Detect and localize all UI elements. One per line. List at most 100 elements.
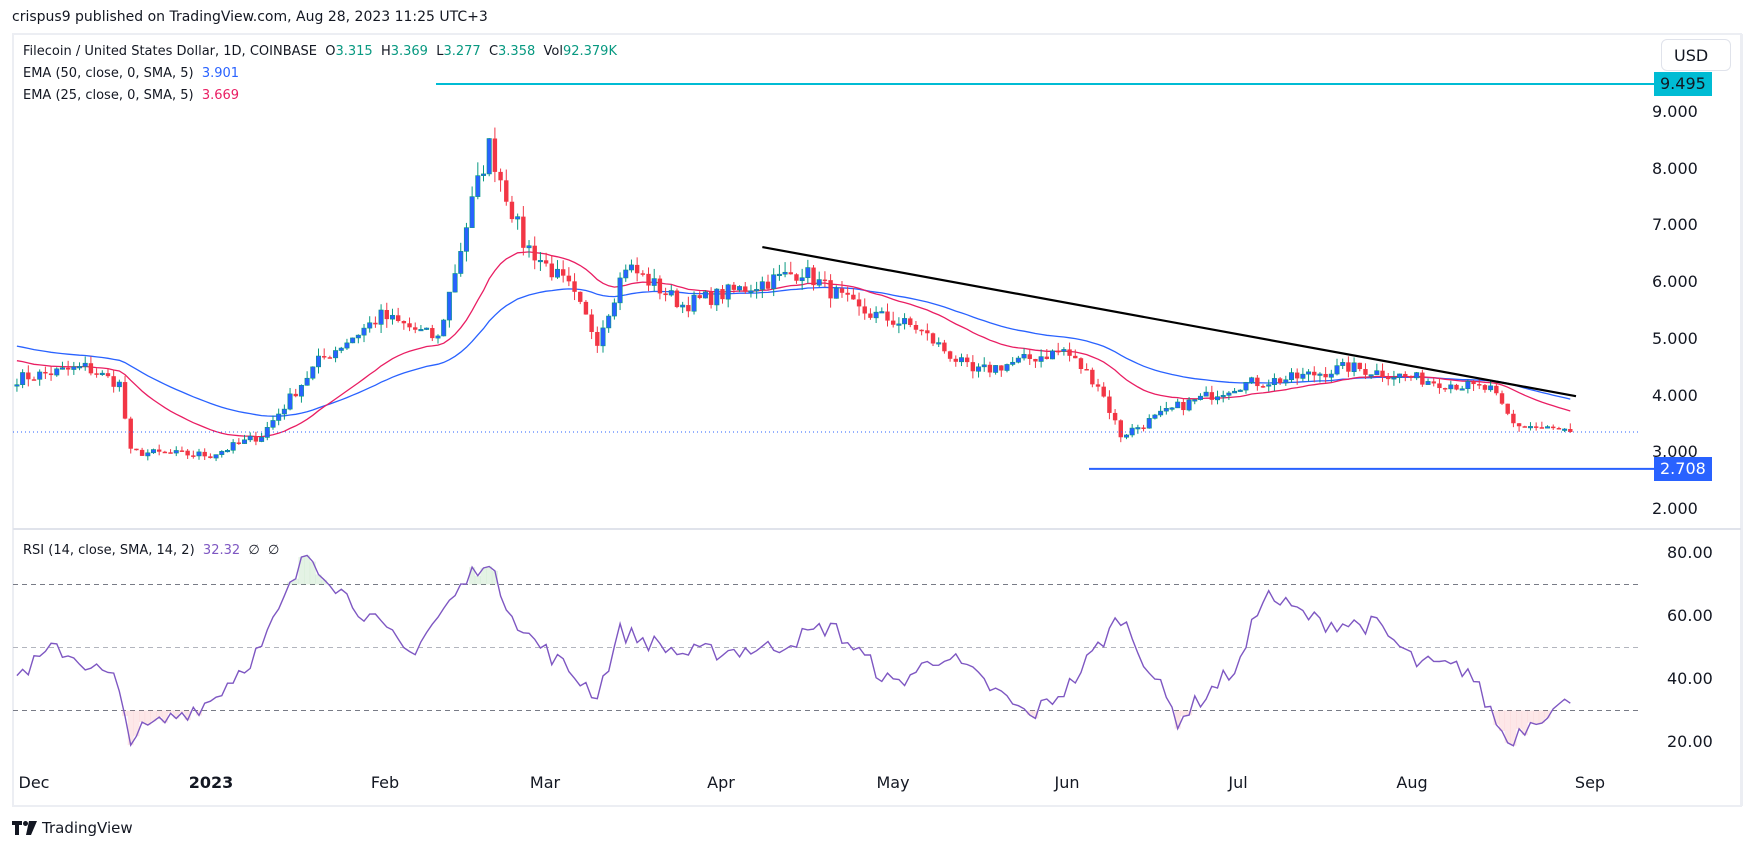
candle — [981, 357, 987, 372]
candle — [799, 268, 805, 290]
candle — [663, 287, 668, 302]
price-tick: 2.000 — [1652, 499, 1698, 518]
candle — [1203, 386, 1209, 397]
time-label: Aug — [1396, 773, 1428, 792]
candle — [714, 288, 720, 311]
candle — [293, 388, 298, 398]
candle — [1237, 389, 1243, 392]
candle — [253, 431, 259, 446]
candle — [498, 168, 503, 192]
candle — [179, 446, 185, 452]
candle — [805, 259, 811, 284]
candle — [1527, 422, 1533, 431]
candle — [185, 448, 190, 459]
candle — [640, 270, 646, 277]
candle — [1260, 384, 1266, 388]
candle — [680, 301, 686, 314]
rsi-tick: 80.00 — [1667, 543, 1713, 562]
candle — [247, 432, 253, 443]
candle — [611, 298, 617, 320]
candle — [20, 369, 26, 389]
candle — [1328, 369, 1334, 383]
candle — [435, 334, 441, 344]
candle — [1255, 375, 1260, 391]
candle — [407, 317, 412, 332]
tradingview-brand[interactable]: TradingView — [12, 819, 133, 837]
descending-trendline — [762, 245, 1577, 398]
candle — [822, 271, 828, 288]
candle — [162, 450, 168, 454]
candle — [970, 355, 976, 379]
candle — [452, 264, 458, 293]
candle — [1141, 424, 1146, 432]
candle — [554, 260, 560, 279]
ema50-legend[interactable]: EMA (50, close, 0, SMA, 5) 3.901 — [23, 66, 240, 81]
candle — [651, 268, 657, 292]
candle — [1539, 421, 1545, 429]
candle — [691, 291, 697, 315]
candle — [224, 449, 230, 453]
time-label: Dec — [18, 773, 50, 792]
candle — [708, 287, 714, 309]
candle — [202, 448, 207, 460]
candle — [862, 298, 867, 320]
candle — [469, 186, 475, 228]
candle — [475, 162, 481, 200]
candle — [748, 284, 754, 298]
candle — [1459, 385, 1465, 391]
candle — [1425, 378, 1431, 385]
candle — [82, 356, 88, 371]
candle — [1192, 399, 1198, 405]
candle — [765, 274, 771, 290]
candle — [1044, 349, 1050, 360]
candle — [617, 272, 623, 311]
candle — [213, 454, 219, 462]
candle — [885, 303, 890, 327]
candle — [1249, 376, 1255, 384]
rsi-legend[interactable]: RSI (14, close, SMA, 14, 2) 32.32 ∅ ∅ — [23, 543, 280, 558]
candle — [771, 268, 777, 297]
candle — [964, 354, 970, 367]
candle — [481, 165, 487, 182]
time-label: Jul — [1228, 773, 1248, 792]
candle — [424, 327, 430, 331]
candle — [105, 368, 111, 378]
candle — [259, 432, 265, 443]
candle — [1465, 379, 1471, 394]
rsi-tick: 60.00 — [1667, 606, 1713, 625]
candle — [48, 366, 54, 381]
candle — [953, 355, 958, 367]
candle — [589, 309, 594, 340]
candle — [1232, 387, 1238, 394]
candle — [686, 296, 691, 318]
candle — [1197, 393, 1203, 401]
candle — [1522, 425, 1527, 428]
candle — [1317, 372, 1323, 383]
candle — [543, 252, 549, 267]
candle — [1306, 369, 1312, 382]
candle — [674, 288, 680, 309]
candle — [845, 286, 850, 302]
ema50-value: 3.901 — [201, 66, 240, 81]
candle — [776, 264, 782, 281]
candle — [373, 316, 378, 328]
candle — [31, 376, 37, 381]
candle — [14, 378, 20, 392]
candle — [139, 447, 145, 457]
high-value: 3.369 — [390, 44, 428, 59]
candle — [395, 307, 401, 323]
candle — [1437, 377, 1442, 394]
candle — [1431, 378, 1436, 387]
price-tick: 5.000 — [1652, 329, 1698, 348]
candle — [993, 364, 999, 375]
ema25-legend[interactable]: EMA (25, close, 0, SMA, 5) 3.669 — [23, 88, 240, 103]
candle — [1073, 349, 1078, 359]
currency-button[interactable]: USD — [1661, 39, 1731, 71]
candle — [851, 288, 856, 300]
candle — [418, 325, 424, 332]
candle — [634, 257, 640, 282]
candle — [116, 379, 122, 392]
candle — [947, 350, 953, 362]
candle — [743, 282, 748, 294]
